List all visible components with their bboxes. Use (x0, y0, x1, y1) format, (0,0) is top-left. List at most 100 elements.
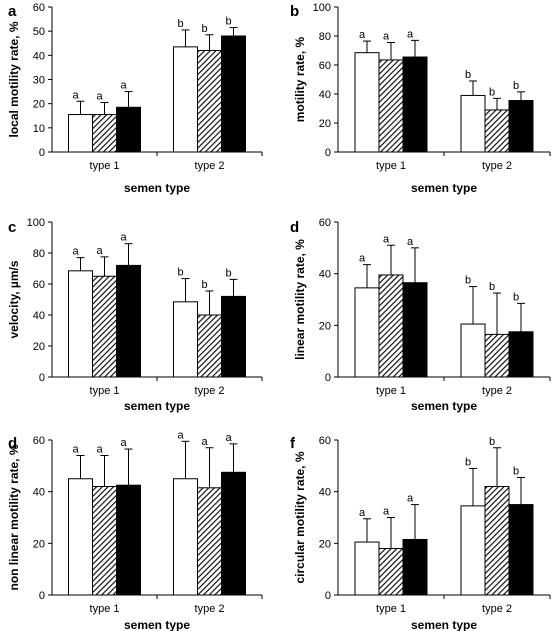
y-tick-label: 60 (33, 279, 45, 291)
y-tick-label: 0 (39, 372, 45, 384)
significance-label: b (465, 275, 471, 287)
y-tick-label: 0 (325, 147, 331, 159)
significance-label: b (489, 281, 495, 293)
chart-panel-2: b 0 20 40 60 80 100 motility rate, % semen type t… (290, 2, 551, 195)
significance-label: b (201, 23, 207, 35)
significance-label: b (489, 86, 495, 98)
significance-label: a (72, 444, 79, 456)
significance-label: a (96, 245, 103, 257)
panel-label: a (8, 3, 17, 20)
y-tick-label: 20 (319, 320, 331, 332)
significance-label: b (225, 16, 231, 28)
y-tick-label: 20 (33, 341, 45, 353)
y-tick-label: 80 (33, 248, 45, 260)
bar-hatched (92, 275, 117, 378)
x-tick-label: type 1 (90, 603, 120, 615)
significance-label: a (177, 429, 184, 441)
bar-black (221, 471, 246, 596)
y-tick-label: 80 (319, 31, 331, 43)
bar-black (402, 56, 428, 153)
panel-label: d (290, 219, 299, 236)
y-tick-label: 60 (33, 2, 45, 14)
significance-label: a (201, 436, 208, 448)
y-tick-label: 40 (319, 269, 331, 281)
significance-label: b (177, 18, 183, 30)
x-tick-label: type 1 (90, 160, 120, 172)
y-tick-label: 50 (33, 26, 45, 38)
x-tick-label: type 2 (195, 160, 225, 172)
significance-label: a (407, 28, 414, 40)
y-tick-label: 0 (39, 590, 45, 602)
y-tick-label: 10 (33, 123, 45, 135)
bar-white (173, 46, 198, 153)
chart-panel-5: d 0 20 40 60 non linear motility rate, % semen… (7, 429, 263, 631)
bar-white (354, 287, 380, 378)
y-axis-label: linear motility rate, % (293, 239, 307, 360)
y-tick-label: 100 (27, 217, 45, 229)
bar-white (173, 478, 198, 596)
x-axis-label: semen type (124, 618, 190, 631)
significance-label: a (120, 80, 127, 92)
significance-label: b (177, 267, 183, 279)
bar-black (221, 295, 246, 378)
y-tick-label: 0 (39, 147, 45, 159)
panel-label: d (8, 435, 17, 452)
y-tick-label: 0 (325, 372, 331, 384)
bar-hatched (378, 59, 404, 153)
significance-label: a (407, 236, 414, 248)
bar-black (402, 538, 428, 596)
y-tick-label: 60 (319, 217, 331, 229)
significance-label: a (383, 233, 390, 245)
bar-hatched (484, 109, 510, 153)
y-tick-label: 60 (33, 435, 45, 447)
y-tick-label: 40 (319, 89, 331, 101)
bar-white (460, 323, 486, 378)
chart-panel-1: a 0 10 20 30 40 50 60 local motility rate, % seme… (7, 2, 263, 195)
bar-hatched (378, 274, 404, 378)
bar-hatched (378, 548, 404, 596)
significance-label: a (96, 90, 103, 102)
chart-panel-4: d 0 20 40 60 linear motility rate, % semen typ… (290, 217, 551, 413)
y-tick-label: 40 (33, 310, 45, 322)
y-tick-label: 20 (33, 538, 45, 550)
significance-label: b (513, 291, 519, 303)
significance-label: a (383, 506, 390, 518)
bar-black (508, 331, 534, 378)
significance-label: a (359, 507, 366, 519)
bar-white (68, 478, 93, 596)
bar-black (116, 264, 141, 378)
y-tick-label: 20 (319, 538, 331, 550)
y-axis-label: local motility rate, % (7, 21, 21, 137)
bar-hatched (92, 486, 117, 596)
y-tick-label: 40 (33, 487, 45, 499)
significance-label: b (465, 69, 471, 81)
y-tick-label: 0 (325, 590, 331, 602)
bar-white (460, 505, 486, 596)
y-tick-label: 30 (33, 75, 45, 87)
significance-label: b (201, 279, 207, 291)
bar-white (354, 541, 380, 596)
bar-white (460, 94, 486, 153)
x-axis-label: semen type (124, 181, 190, 195)
x-axis-label: semen type (411, 399, 477, 413)
chart-panel-3: c 0 20 40 60 80 100 velocity, µm/s semen type typ… (7, 217, 263, 413)
panel-label: f (290, 435, 296, 452)
x-tick-label: type 1 (376, 160, 406, 172)
significance-label: a (407, 493, 414, 505)
y-axis-label: velocity, µm/s (7, 260, 21, 338)
x-tick-label: type 2 (195, 385, 225, 397)
bar-white (68, 114, 93, 153)
x-tick-label: type 1 (376, 603, 406, 615)
significance-label: a (120, 232, 127, 244)
y-tick-label: 40 (33, 50, 45, 62)
bar-hatched (92, 114, 117, 153)
bar-black (508, 100, 534, 153)
bar-black (116, 106, 141, 153)
significance-label: a (225, 432, 232, 444)
y-axis-label: motility rate, % (293, 36, 307, 122)
significance-label: b (225, 267, 231, 279)
bar-black (402, 282, 428, 378)
y-tick-label: 60 (319, 60, 331, 72)
bar-black (221, 35, 246, 153)
